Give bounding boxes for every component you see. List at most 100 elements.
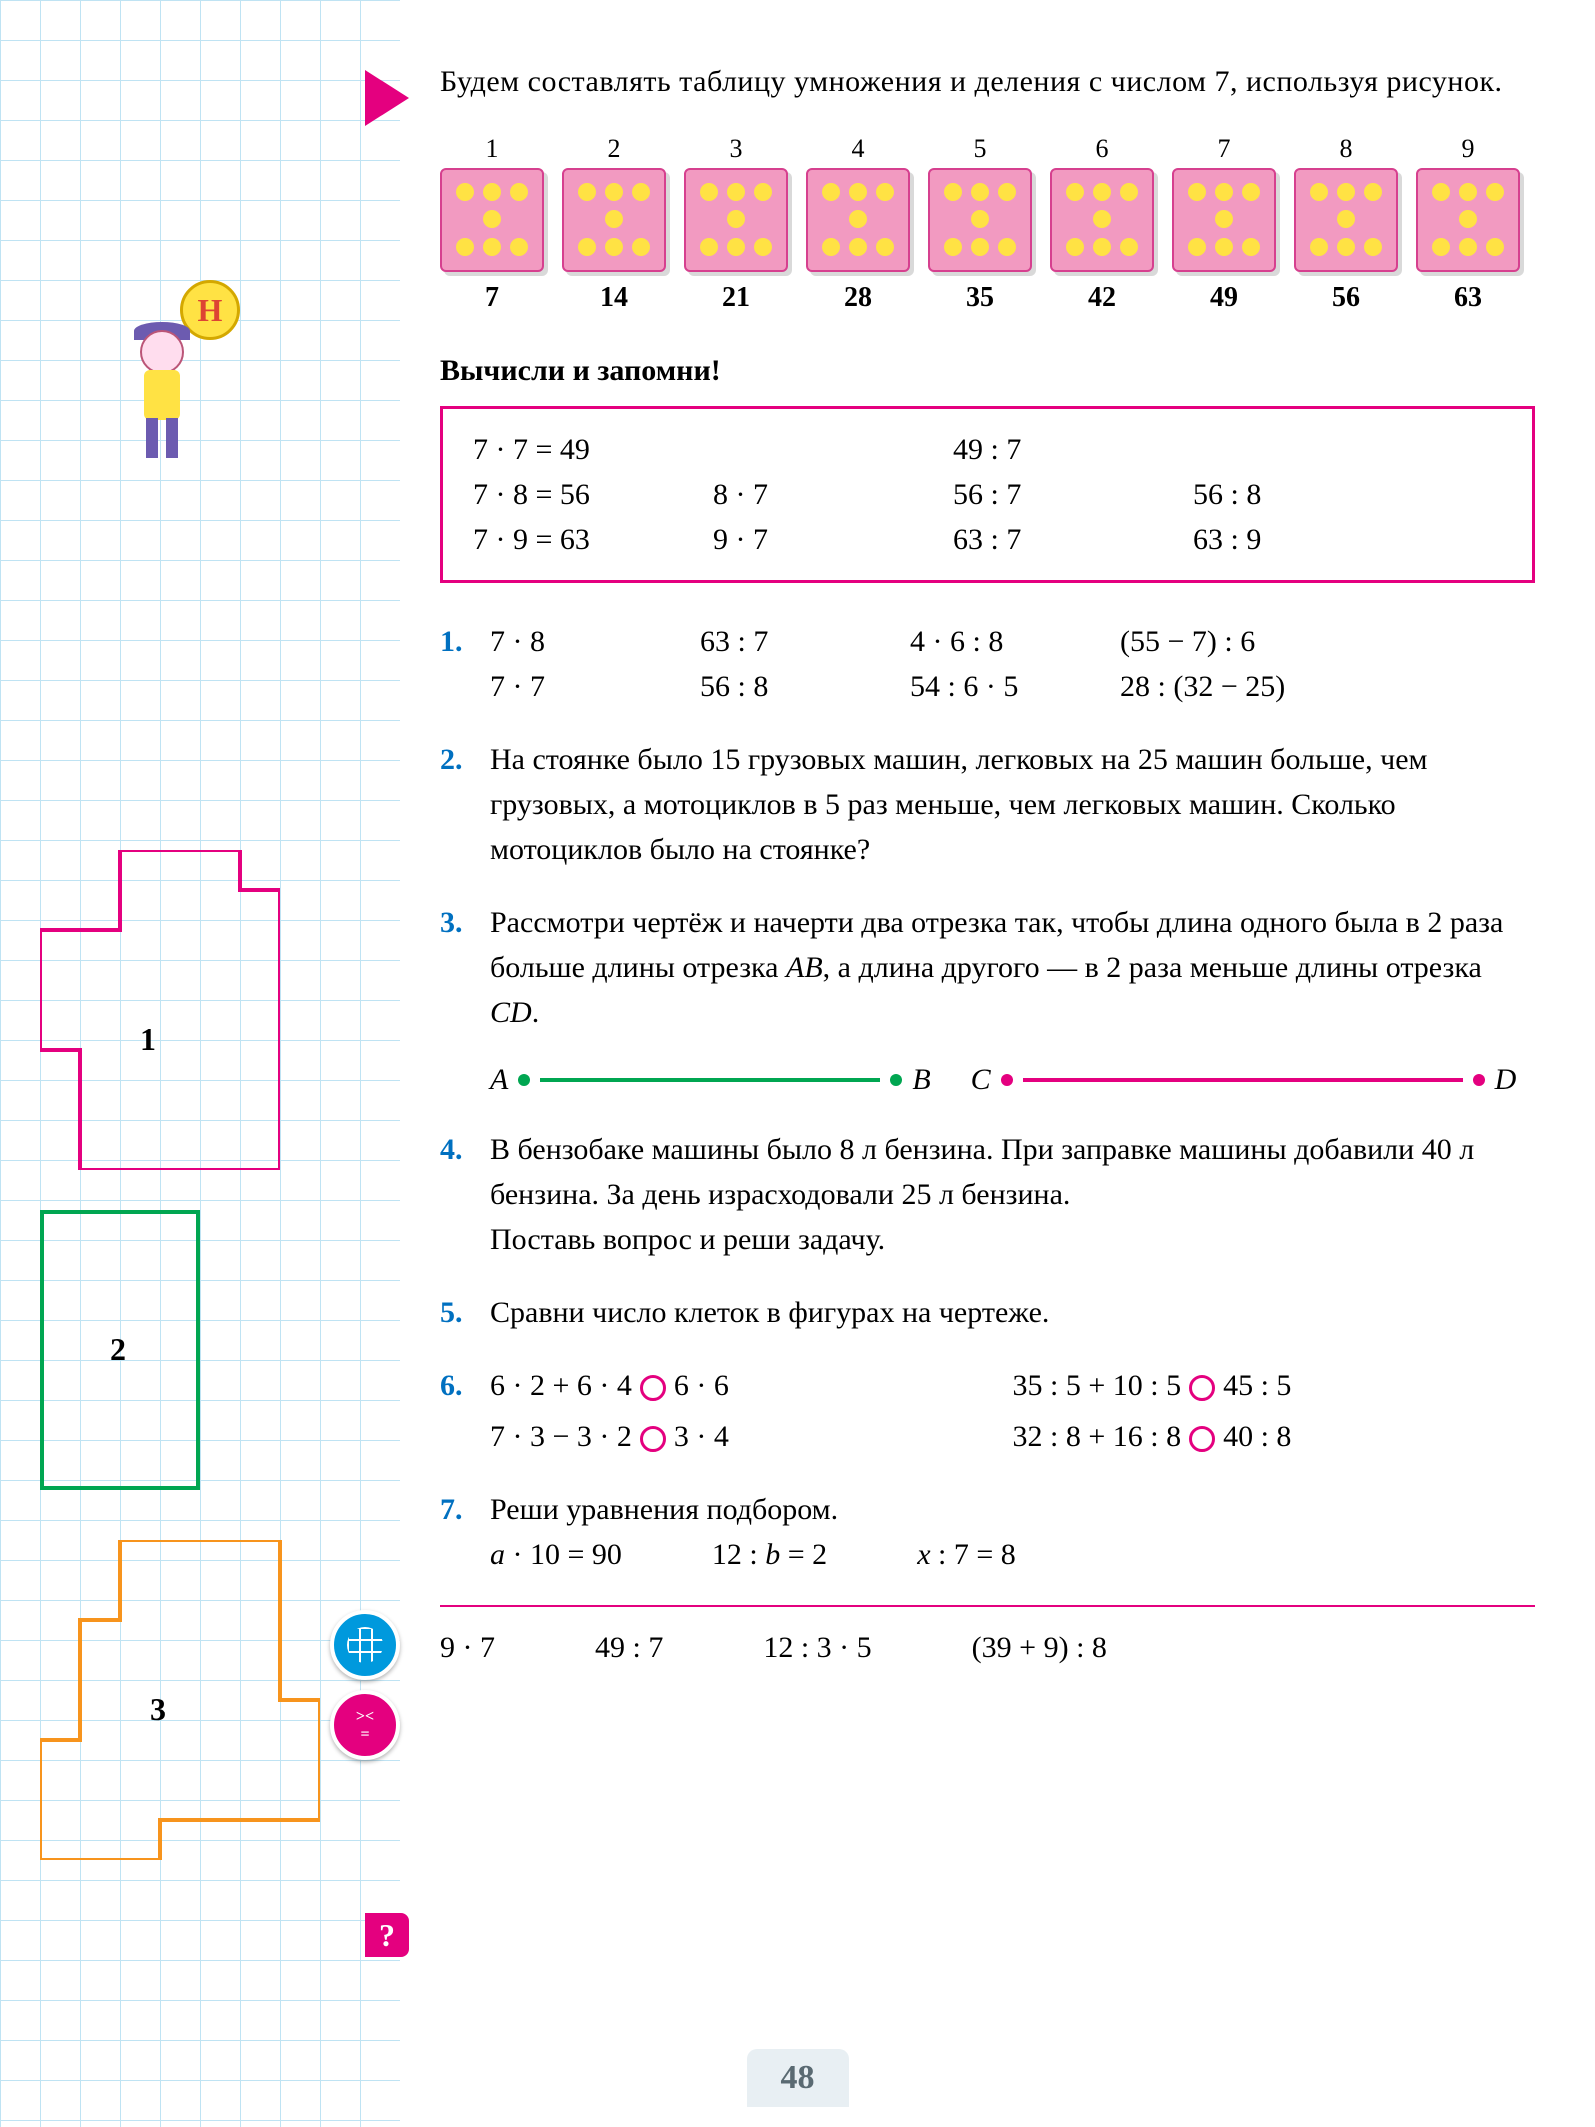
- dice-product: 35: [966, 282, 994, 314]
- dot-icon: [1188, 238, 1206, 256]
- dice-product: 42: [1088, 282, 1116, 314]
- calc-cell: 56 : 7: [953, 472, 1193, 517]
- compare-expr: 6 · 2 + 6 · 46 · 6: [490, 1363, 1013, 1408]
- dot-icon: [1364, 183, 1382, 201]
- compare-badge-icon: >< =: [330, 1690, 400, 1760]
- equation: 12 : b = 2: [712, 1532, 827, 1577]
- dot-icon: [1337, 183, 1355, 201]
- dice-index: 6: [1096, 134, 1109, 164]
- dot-icon: [944, 238, 962, 256]
- dot-icon: [998, 183, 1016, 201]
- dot-icon: [456, 183, 474, 201]
- task-2: 2. На стоянке было 15 грузовых машин, ле…: [440, 737, 1535, 872]
- dice-icon: [562, 168, 666, 272]
- dot-icon: [1093, 183, 1111, 201]
- dot-icon: [1486, 238, 1504, 256]
- dot-icon: [632, 238, 650, 256]
- dice-index: 2: [608, 134, 621, 164]
- child-mascot: Н: [120, 300, 240, 480]
- compare-expr: 32 : 8 + 16 : 840 : 8: [1013, 1414, 1536, 1459]
- segment-ab: [540, 1078, 880, 1082]
- segment-cd: [1023, 1078, 1463, 1082]
- dot-icon: [578, 183, 596, 201]
- dice-index: 5: [974, 134, 987, 164]
- calc-cell: [713, 427, 953, 472]
- point-b: B: [912, 1063, 930, 1097]
- compare-expr: 35 : 5 + 10 : 545 : 5: [1013, 1363, 1536, 1408]
- expr: 56 : 8: [700, 664, 910, 709]
- dot-icon: [1215, 238, 1233, 256]
- dot-icon: [632, 183, 650, 201]
- grid-margin: Н 1 2 3 >< =: [0, 0, 400, 2127]
- dot-icon: [754, 238, 772, 256]
- blank-circle-icon: [1189, 1426, 1215, 1452]
- dot-icon: [971, 238, 989, 256]
- dot-icon: [1120, 183, 1138, 201]
- dot-icon: [1093, 238, 1111, 256]
- expr: 9 · 7: [440, 1631, 495, 1665]
- dot-icon: [483, 238, 501, 256]
- footer-exercises: 9 · 7 49 : 7 12 : 3 · 5 (39 + 9) : 8: [440, 1605, 1535, 1665]
- dice-product: 7: [485, 282, 499, 314]
- dot-icon: [944, 183, 962, 201]
- dot-icon: [849, 183, 867, 201]
- leg-icon: [166, 418, 178, 458]
- shape-1-label: 1: [140, 1021, 156, 1057]
- dice-index: 8: [1340, 134, 1353, 164]
- task-number: 2.: [440, 737, 490, 872]
- dice-product: 49: [1210, 282, 1238, 314]
- dice-column: 6 42: [1050, 134, 1154, 314]
- dice-product: 28: [844, 282, 872, 314]
- dot-icon: [1093, 210, 1111, 228]
- dice-icon: [928, 168, 1032, 272]
- dot-icon: [700, 238, 718, 256]
- dot-icon: [1310, 238, 1328, 256]
- dice-index: 9: [1462, 134, 1475, 164]
- task-1: 1. 7 · 8 63 : 7 4 · 6 : 8 (55 − 7) : 6 7…: [440, 619, 1535, 709]
- task-text: На стоянке было 15 грузовых машин, легко…: [490, 737, 1535, 872]
- task-text: Реши уравнения подбором.: [490, 1487, 1535, 1532]
- dot-icon: [1215, 210, 1233, 228]
- intro-text: Будем составлять таблицу умножения и дел…: [440, 60, 1535, 104]
- calc-cell: 7 · 7 = 49: [473, 427, 713, 472]
- shape-1: 1: [40, 850, 280, 1170]
- dice-column: 214: [562, 134, 666, 314]
- dice-column: 8 56: [1294, 134, 1398, 314]
- dot-icon: [1432, 183, 1450, 201]
- compare-expr: 7 · 3 − 3 · 23 · 4: [490, 1414, 1013, 1459]
- dot-icon: [605, 183, 623, 201]
- shape-2: 2: [40, 1210, 240, 1490]
- dice-icon: [1172, 168, 1276, 272]
- dot-icon: [1066, 238, 1084, 256]
- dot-icon: [605, 210, 623, 228]
- expr: (55 − 7) : 6: [1120, 619, 1420, 664]
- dot-icon: [1242, 238, 1260, 256]
- body-icon: [144, 370, 180, 420]
- dot-icon: [1459, 238, 1477, 256]
- dot-icon: [700, 183, 718, 201]
- expr: 4 · 6 : 8: [910, 619, 1120, 664]
- page: Н 1 2 3 >< =: [0, 0, 1595, 2127]
- task-number: 6.: [440, 1363, 490, 1459]
- expr: 63 : 7: [700, 619, 910, 664]
- dot-icon: [510, 238, 528, 256]
- dot-icon: [754, 183, 772, 201]
- dice-index: 7: [1218, 134, 1231, 164]
- badge-column: >< =: [330, 1610, 400, 1760]
- dot-icon: [483, 183, 501, 201]
- task-number: 5.: [440, 1290, 490, 1335]
- shape-3-label: 3: [150, 1691, 166, 1727]
- dice-icon: [1050, 168, 1154, 272]
- dot-icon: [483, 210, 501, 228]
- task-number: 3.: [440, 900, 490, 1035]
- task-text: Поставь вопрос и реши задачу.: [490, 1217, 1535, 1262]
- dice-index: 4: [852, 134, 865, 164]
- dot-icon: [1188, 183, 1206, 201]
- dot-icon: [998, 238, 1016, 256]
- task-7: 7. Реши уравнения подбором. a · 10 = 90 …: [440, 1487, 1535, 1577]
- task-text: В бензобаке машины было 8 л бензина. При…: [490, 1127, 1535, 1217]
- dice-product: 56: [1332, 282, 1360, 314]
- blank-circle-icon: [640, 1426, 666, 1452]
- dot-icon: [1120, 238, 1138, 256]
- calc-cell: 63 : 7: [953, 517, 1193, 562]
